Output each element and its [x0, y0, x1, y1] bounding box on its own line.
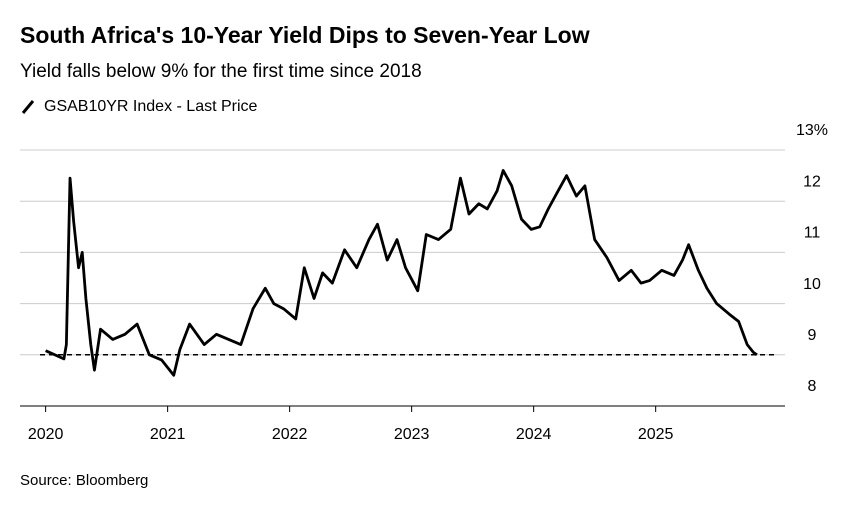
x-tick-label: 2022 [272, 426, 308, 443]
y-tick-label: 11 [804, 225, 821, 242]
chart-subtitle: Yield falls below 9% for the first time … [20, 61, 422, 82]
x-tick-label: 2020 [28, 426, 64, 443]
x-tick-label: 2021 [150, 426, 186, 443]
line [45, 169, 758, 377]
legend-label: GSAB10YR Index - Last Price [44, 98, 258, 115]
source: Source: Bloomberg [20, 472, 148, 489]
x-tick-label: 2025 [638, 426, 674, 443]
x-tick-label: 2023 [394, 426, 430, 443]
y-tick-label: 12 [803, 173, 821, 190]
y-tick-label: 8 [808, 378, 817, 395]
y-tick-label: 9 [808, 327, 817, 344]
x-tick-label: 2024 [516, 426, 552, 443]
legend-swatch [21, 100, 35, 114]
y-tick-label: 13% [796, 122, 828, 139]
y-tick-label: 10 [803, 276, 821, 293]
chart-title: South Africa's 10-Year Yield Dips to Sev… [20, 22, 590, 48]
